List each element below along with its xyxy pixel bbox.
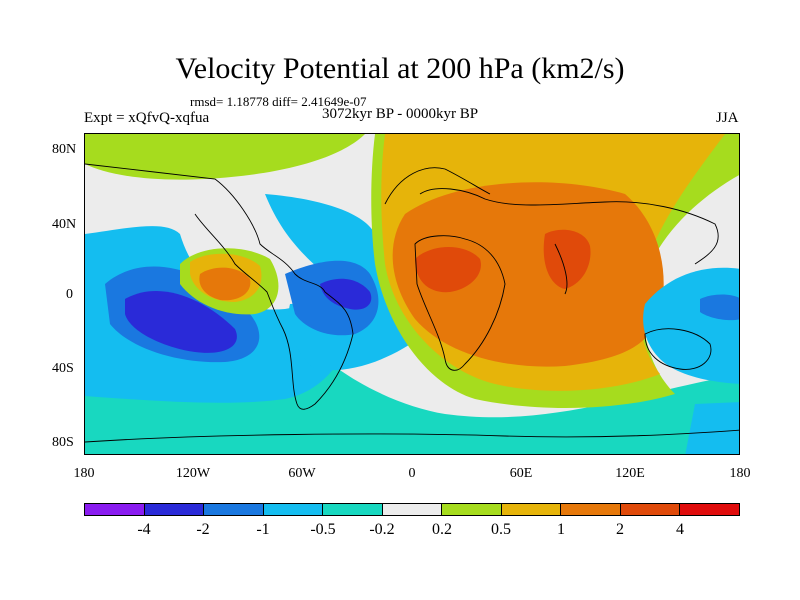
lat-tick-80n: 80N — [52, 142, 77, 157]
colorbar-label: -1 — [256, 521, 270, 538]
colorbar-label: -0.5 — [310, 521, 336, 538]
colorbar-label: 0.2 — [432, 521, 452, 538]
colorbar-segment — [144, 504, 205, 515]
north-yellowgreen-west — [85, 134, 365, 180]
colorbar-segment — [620, 504, 681, 515]
lon-tick-180w: 180 — [73, 466, 95, 481]
colorbar-label: -4 — [137, 521, 151, 538]
colorbar — [84, 503, 740, 516]
colorbar-segment — [263, 504, 324, 515]
colorbar-segment — [323, 504, 383, 515]
colorbar-label: 1 — [557, 521, 565, 538]
lat-tick-40s: 40S — [52, 361, 74, 376]
lat-tick-40n: 40N — [52, 217, 77, 232]
colorbar-segment — [442, 504, 502, 515]
lon-tick-120w: 120W — [175, 466, 211, 481]
colorbar-label: 0.5 — [491, 521, 511, 538]
eastern-orange — [392, 182, 664, 367]
lon-tick-0: 0 — [408, 466, 416, 481]
rmsd-diff-stats: rmsd= 1.18778 diff= 2.41649e-07 — [190, 94, 367, 109]
lon-tick-60w: 60W — [288, 466, 316, 481]
coastlines — [85, 163, 739, 443]
colorbar-segment — [85, 504, 145, 515]
colorbar-label: -0.2 — [369, 521, 395, 538]
south-deep-blue — [685, 402, 739, 454]
map-field — [85, 134, 739, 454]
season-label: JJA — [716, 110, 739, 126]
colorbar-label: -2 — [196, 521, 210, 538]
colorbar-segment — [561, 504, 621, 515]
colorbar-segment — [501, 504, 562, 515]
lon-tick-120e: 120E — [615, 466, 645, 481]
colorbar-segment — [382, 504, 443, 515]
lat-tick-80s: 80S — [52, 435, 74, 450]
colorbar-label: 2 — [616, 521, 624, 538]
experiment-label: Expt = xQfvQ-xqfua — [84, 110, 210, 126]
eastpac-orange — [199, 267, 251, 301]
colorbar-label: 4 — [676, 521, 684, 538]
lat-tick-0: 0 — [66, 287, 73, 302]
lon-tick-180e: 180 — [729, 466, 751, 481]
atlantic-deep-blue — [320, 278, 372, 310]
velocity-potential-map — [84, 133, 740, 455]
plot-title: Velocity Potential at 200 hPa (km2/s) — [175, 52, 625, 85]
red-cell-africa — [415, 246, 481, 293]
period-label: 3072kyr BP - 0000kyr BP — [322, 106, 479, 122]
colorbar-segment — [680, 504, 740, 515]
colorbar-segment — [204, 504, 264, 515]
lon-tick-60e: 60E — [509, 466, 533, 481]
west-pacific-deep — [700, 294, 739, 321]
pacific-deep-blue — [125, 290, 237, 353]
